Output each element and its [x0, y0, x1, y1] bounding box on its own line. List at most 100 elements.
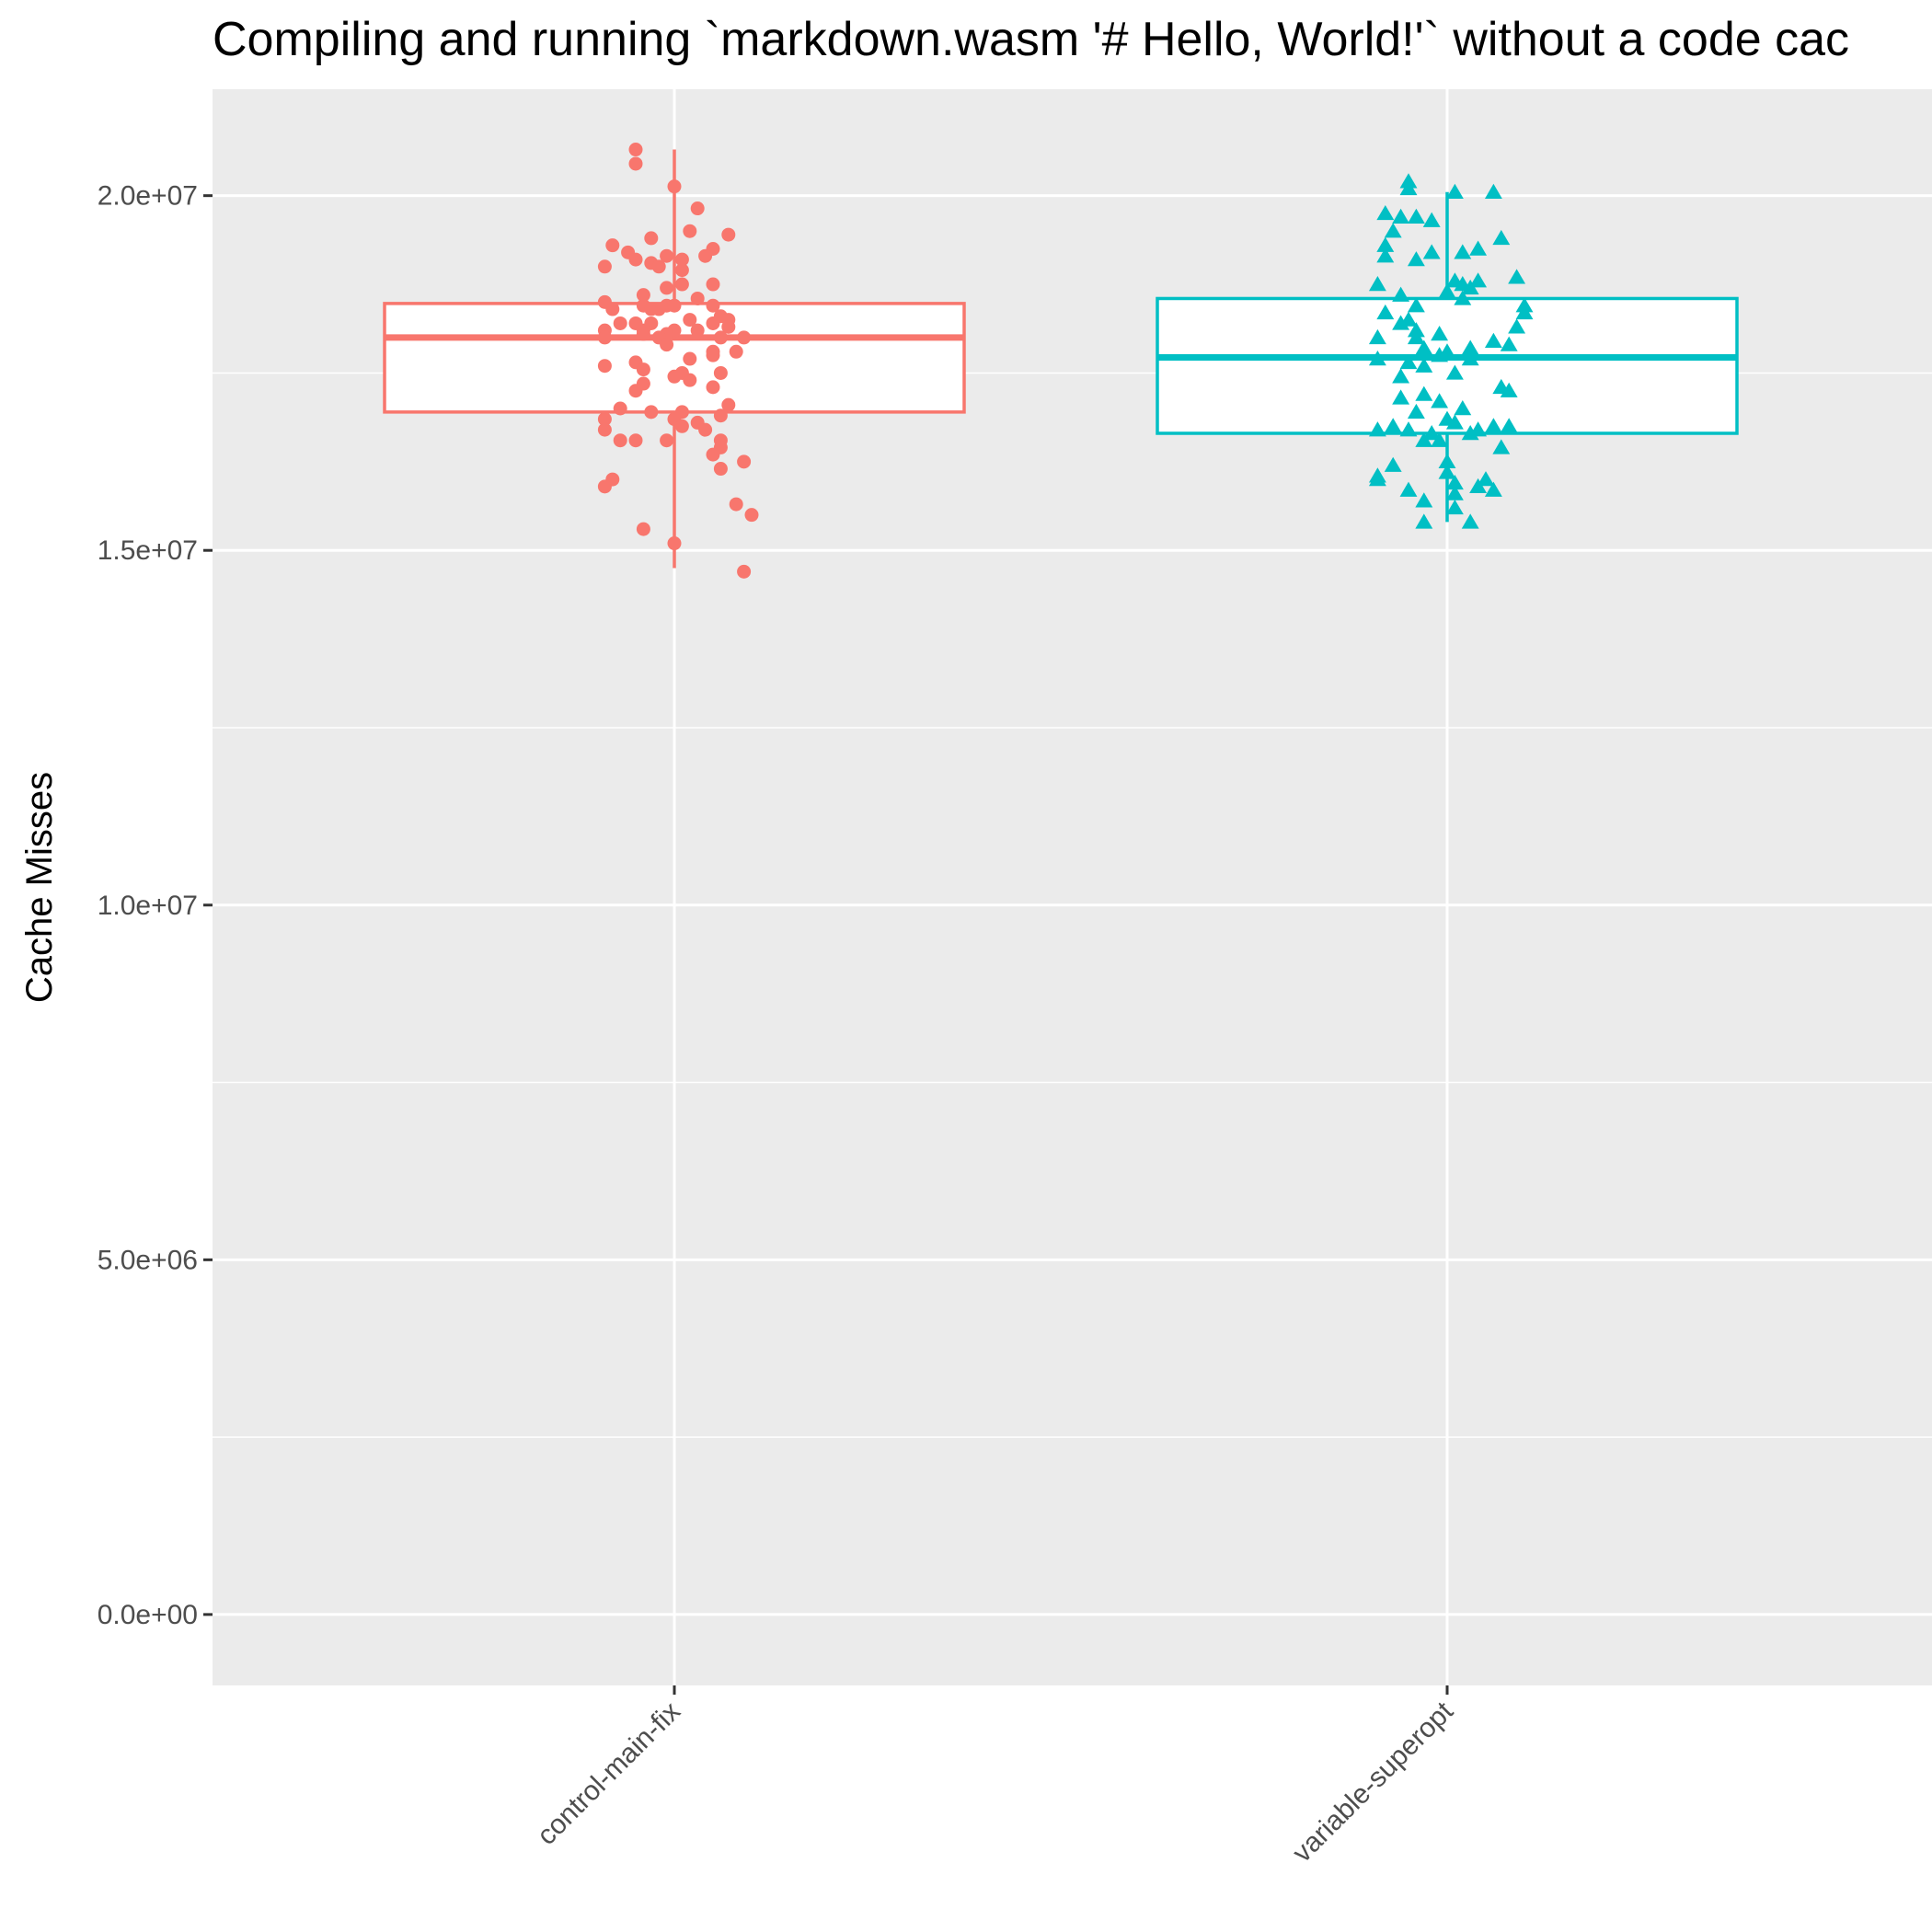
data-point: [690, 201, 705, 216]
data-point: [605, 302, 620, 316]
data-point: [1445, 414, 1464, 430]
data-point: [597, 259, 612, 274]
data-point: [636, 288, 650, 303]
data-point: [737, 454, 752, 469]
data-point: [1422, 212, 1441, 227]
data-point: [1500, 382, 1518, 397]
data-point: [1445, 364, 1464, 380]
data-point: [1461, 513, 1479, 529]
data-point: [1415, 339, 1433, 355]
data-point: [674, 419, 689, 433]
data-point: [729, 344, 743, 359]
data-point: [660, 248, 674, 263]
data-point: [613, 401, 627, 416]
data-point: [1484, 481, 1502, 497]
data-point: [636, 362, 650, 377]
y-tick-label: 0.0e+00: [98, 1600, 198, 1630]
data-point: [636, 522, 650, 536]
data-point: [1399, 353, 1418, 370]
data-point: [1376, 236, 1395, 252]
data-point: [1445, 485, 1464, 500]
data-point: [690, 291, 705, 305]
data-point: [713, 365, 728, 380]
chart-title: Compiling and running `markdown.wasm '# …: [213, 13, 1850, 66]
data-point: [1407, 403, 1425, 420]
data-point: [1484, 418, 1502, 433]
data-point: [1368, 351, 1386, 366]
data-point: [1438, 464, 1456, 479]
data-point: [660, 281, 674, 295]
data-point: [1492, 229, 1511, 246]
data-point: [1508, 269, 1526, 284]
data-point: [1415, 513, 1433, 529]
data-point: [1445, 474, 1464, 490]
data-point: [1415, 357, 1433, 373]
data-point: [1376, 204, 1395, 221]
y-tick-label: 1.5e+07: [98, 535, 198, 566]
data-point: [1415, 431, 1433, 447]
data-point: [1461, 279, 1479, 295]
data-point: [1461, 339, 1479, 355]
data-point: [1422, 244, 1441, 259]
data-point: [698, 422, 713, 437]
data-point: [1484, 332, 1502, 348]
data-point: [597, 412, 612, 427]
data-point: [1454, 290, 1472, 305]
data-point: [1469, 477, 1488, 494]
data-point: [683, 373, 697, 387]
point-layer: [597, 143, 1534, 579]
data-point: [729, 497, 743, 512]
data-point: [1469, 240, 1488, 256]
data-point: [744, 508, 759, 523]
data-point: [1454, 400, 1472, 416]
data-point: [1431, 431, 1449, 447]
data-point: [1368, 328, 1386, 345]
data-point: [597, 479, 612, 494]
data-point: [613, 433, 627, 448]
data-point: [660, 338, 674, 352]
data-point: [1376, 247, 1395, 263]
x-tick-label: control-main-fix: [532, 1696, 686, 1851]
data-point: [690, 323, 705, 338]
data-point: [628, 143, 643, 157]
data-point: [706, 380, 720, 395]
data-point: [1422, 424, 1441, 441]
data-point: [713, 330, 728, 345]
data-point: [737, 330, 752, 345]
data-point: [721, 397, 736, 412]
data-point: [1392, 286, 1410, 302]
data-point: [628, 433, 643, 448]
data-point: [1445, 183, 1464, 200]
y-tick-label: 5.0e+06: [98, 1245, 198, 1275]
data-point: [1392, 389, 1410, 405]
box: [383, 302, 966, 414]
data-point: [1461, 424, 1479, 441]
data-point: [1392, 208, 1410, 224]
data-point: [737, 564, 752, 579]
data-point: [667, 369, 682, 384]
data-point: [1431, 326, 1449, 341]
data-point: [1407, 208, 1425, 224]
data-point: [706, 316, 720, 330]
data-point: [683, 351, 697, 366]
data-point: [1431, 393, 1449, 408]
data-point: [597, 359, 612, 374]
y-tick-label: 2.0e+07: [98, 181, 198, 212]
data-point: [1438, 453, 1456, 469]
data-point: [651, 259, 666, 274]
data-point: [1384, 418, 1402, 433]
data-point: [706, 298, 720, 313]
data-point: [721, 227, 736, 242]
data-point: [1384, 456, 1402, 472]
data-point: [1368, 276, 1386, 292]
data-point: [628, 384, 643, 398]
data-point: [1407, 328, 1425, 345]
data-point: [1407, 297, 1425, 313]
data-point: [667, 179, 682, 194]
data-point: [1431, 347, 1449, 362]
data-point: [1415, 385, 1433, 401]
data-point: [636, 327, 650, 341]
data-point: [1384, 223, 1402, 238]
data-point: [713, 408, 728, 423]
